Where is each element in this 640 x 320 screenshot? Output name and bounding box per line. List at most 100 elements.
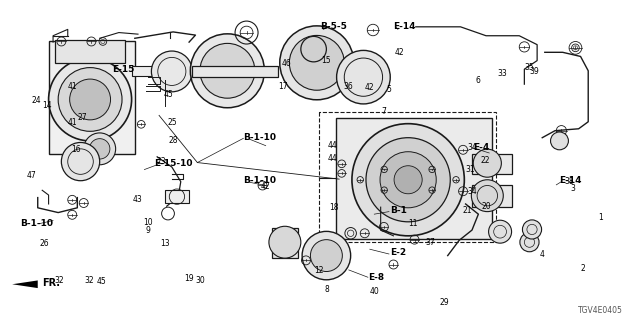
Polygon shape: [472, 186, 511, 207]
Text: 32: 32: [84, 276, 93, 285]
Circle shape: [70, 79, 111, 120]
Text: 42: 42: [395, 48, 404, 57]
Text: 42: 42: [261, 182, 271, 191]
Text: 8: 8: [324, 285, 329, 294]
Text: 47: 47: [26, 171, 36, 180]
Text: 31: 31: [466, 165, 476, 174]
Text: 42: 42: [365, 83, 374, 92]
Text: E-4: E-4: [473, 143, 490, 152]
Text: B-5-5: B-5-5: [320, 22, 347, 31]
Text: 11: 11: [408, 219, 417, 228]
Circle shape: [289, 36, 344, 90]
Circle shape: [90, 139, 110, 159]
Text: B-1-10: B-1-10: [243, 133, 276, 142]
Circle shape: [152, 51, 192, 92]
Text: 5: 5: [387, 85, 392, 94]
Text: 44: 44: [328, 154, 338, 163]
Text: E-2: E-2: [390, 248, 406, 257]
Text: 35: 35: [525, 63, 534, 72]
Text: 22: 22: [480, 156, 490, 165]
Circle shape: [471, 180, 503, 212]
Text: 39: 39: [529, 67, 539, 76]
Text: B-1-10: B-1-10: [243, 176, 276, 185]
Text: 13: 13: [161, 239, 170, 248]
Text: B-1-10: B-1-10: [20, 219, 53, 228]
Text: 17: 17: [278, 82, 288, 91]
Text: 43: 43: [133, 195, 143, 204]
Text: 28: 28: [168, 136, 178, 145]
Polygon shape: [55, 40, 125, 63]
Text: 10: 10: [143, 218, 152, 227]
Circle shape: [488, 220, 511, 243]
Circle shape: [84, 133, 116, 165]
Circle shape: [302, 231, 351, 280]
Text: 23: 23: [157, 157, 166, 166]
Circle shape: [337, 50, 390, 104]
Circle shape: [310, 240, 342, 271]
Text: 29: 29: [440, 298, 449, 307]
Text: 6: 6: [476, 76, 481, 85]
Circle shape: [394, 166, 422, 194]
Text: 45: 45: [163, 90, 173, 99]
Circle shape: [200, 44, 255, 98]
Text: 34: 34: [467, 143, 477, 152]
Text: 2: 2: [580, 264, 586, 274]
Text: 3: 3: [570, 184, 575, 193]
Text: 21: 21: [462, 206, 472, 215]
Text: 38: 38: [564, 177, 574, 186]
Circle shape: [280, 26, 354, 100]
Text: 18: 18: [330, 203, 339, 212]
Text: 34: 34: [467, 187, 477, 196]
Text: 24: 24: [31, 96, 40, 105]
Text: E-8: E-8: [368, 273, 384, 282]
Text: 36: 36: [344, 82, 354, 91]
Text: 41: 41: [67, 82, 77, 91]
Circle shape: [58, 68, 122, 131]
Circle shape: [520, 233, 539, 252]
Text: 44: 44: [328, 141, 338, 150]
Circle shape: [522, 220, 541, 239]
Text: 45: 45: [97, 276, 106, 285]
Text: 46: 46: [282, 59, 292, 68]
Text: 37: 37: [425, 238, 435, 247]
Polygon shape: [49, 41, 135, 154]
Text: 26: 26: [39, 239, 49, 248]
Text: 16: 16: [71, 145, 81, 154]
Text: E-15: E-15: [113, 65, 135, 74]
Circle shape: [380, 152, 436, 208]
Polygon shape: [12, 280, 38, 288]
Text: 14: 14: [42, 101, 51, 110]
Text: 4: 4: [540, 250, 545, 259]
Polygon shape: [192, 66, 278, 77]
Polygon shape: [472, 154, 511, 174]
Text: FR.: FR.: [42, 278, 60, 288]
Polygon shape: [336, 118, 492, 239]
Text: 19: 19: [184, 274, 194, 283]
Text: B-1: B-1: [390, 206, 407, 215]
Text: 1: 1: [598, 213, 604, 222]
Text: E-14: E-14: [559, 176, 582, 185]
Text: TGV4E0405: TGV4E0405: [579, 306, 623, 315]
Text: 27: 27: [77, 114, 87, 123]
Text: 40: 40: [369, 287, 379, 296]
Polygon shape: [272, 228, 298, 258]
Circle shape: [269, 226, 301, 258]
Circle shape: [190, 34, 264, 108]
Text: 20: 20: [481, 202, 491, 211]
Text: 33: 33: [497, 69, 507, 78]
Text: E-14: E-14: [394, 22, 416, 31]
Circle shape: [61, 142, 100, 181]
Text: 32: 32: [54, 276, 64, 285]
Circle shape: [366, 138, 451, 222]
Text: 30: 30: [195, 276, 205, 285]
Text: E-15-10: E-15-10: [154, 159, 193, 168]
Polygon shape: [166, 190, 189, 203]
Polygon shape: [132, 66, 170, 76]
Text: 25: 25: [167, 118, 177, 127]
Circle shape: [49, 58, 132, 141]
Text: 15: 15: [321, 56, 331, 65]
Circle shape: [473, 149, 501, 177]
Text: 9: 9: [145, 226, 150, 235]
Circle shape: [550, 132, 568, 150]
Text: 7: 7: [381, 107, 387, 116]
